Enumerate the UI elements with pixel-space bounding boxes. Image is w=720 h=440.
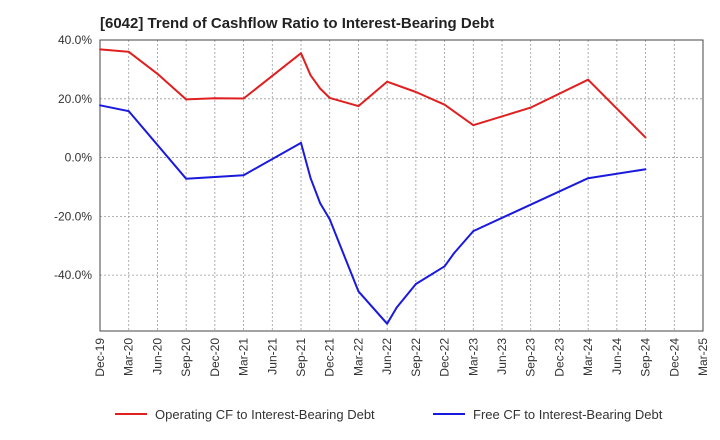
data-point xyxy=(472,230,475,232)
x-tick-label: Jun-20 xyxy=(150,338,164,375)
x-tick-label: Dec-24 xyxy=(667,338,681,377)
data-point xyxy=(127,50,130,53)
data-point xyxy=(587,78,590,81)
data-point xyxy=(328,97,331,99)
data-point xyxy=(319,202,322,205)
x-tick-label: Sep-20 xyxy=(179,338,193,377)
x-tick-label: Dec-23 xyxy=(552,338,566,377)
x-tick-label: Mar-25 xyxy=(696,338,710,376)
data-point xyxy=(300,52,302,55)
y-tick-label: 20.0% xyxy=(58,92,92,106)
x-tick-label: Jun-22 xyxy=(380,338,394,375)
data-point xyxy=(99,104,101,107)
y-tick-label: -20.0% xyxy=(54,209,92,223)
data-point xyxy=(242,174,245,177)
x-tick-label: Sep-24 xyxy=(639,338,653,377)
x-tick-label: Mar-24 xyxy=(581,338,595,376)
data-point xyxy=(644,168,647,171)
x-tick-label: Mar-23 xyxy=(466,338,480,376)
x-tick-label: Mar-20 xyxy=(122,338,136,376)
data-point xyxy=(443,103,446,106)
y-tick-label: -40.0% xyxy=(54,268,92,282)
x-tick-label: Jun-23 xyxy=(495,338,509,375)
y-tick-label: 0.0% xyxy=(65,151,93,165)
data-point xyxy=(587,177,590,180)
data-point xyxy=(405,294,408,297)
x-tick-label: Jun-21 xyxy=(265,338,279,375)
x-tick-label: Mar-22 xyxy=(351,338,365,376)
data-point xyxy=(185,177,188,180)
y-tick-label: 40.0% xyxy=(58,33,92,47)
data-point xyxy=(453,252,456,255)
data-point xyxy=(443,265,446,268)
data-point xyxy=(156,72,159,75)
x-tick-label: Dec-21 xyxy=(323,338,337,377)
x-tick-label: Dec-22 xyxy=(438,338,452,377)
x-tick-label: Jun-24 xyxy=(610,338,624,375)
series-line-1 xyxy=(99,48,647,139)
x-tick-label: Dec-19 xyxy=(93,338,107,377)
data-point xyxy=(242,97,245,100)
data-point xyxy=(328,218,331,221)
x-tick-label: Mar-21 xyxy=(237,338,251,376)
data-point xyxy=(185,98,188,101)
data-point xyxy=(414,283,417,285)
data-point xyxy=(414,91,417,93)
data-point xyxy=(357,105,360,108)
data-point xyxy=(300,141,302,144)
x-tick-label: Sep-23 xyxy=(524,338,538,377)
data-point xyxy=(99,48,101,51)
data-point xyxy=(644,136,647,139)
data-point xyxy=(386,322,389,325)
data-point xyxy=(529,106,532,109)
chart-title: [6042] Trend of Cashflow Ratio to Intere… xyxy=(100,15,495,32)
plot-frame xyxy=(99,39,704,332)
data-point xyxy=(309,177,312,180)
data-point xyxy=(386,80,389,83)
legend-label-1: Operating CF to Interest-Bearing Debt xyxy=(155,407,375,422)
series-line-2 xyxy=(99,104,646,325)
x-tick-label: Sep-22 xyxy=(409,338,423,377)
data-point xyxy=(395,306,398,309)
x-tick-label: Dec-20 xyxy=(208,338,222,377)
data-point xyxy=(472,124,475,127)
data-point xyxy=(127,110,130,113)
data-point xyxy=(309,74,312,77)
x-tick-label: Sep-21 xyxy=(294,338,308,377)
legend-label-2: Free CF to Interest-Bearing Debt xyxy=(473,407,663,422)
data-point xyxy=(319,87,322,90)
data-point xyxy=(357,290,360,293)
data-point xyxy=(213,97,216,100)
